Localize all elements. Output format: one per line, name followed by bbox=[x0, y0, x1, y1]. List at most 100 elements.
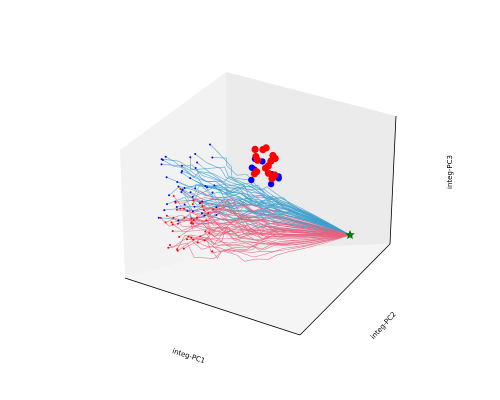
start-marker bbox=[345, 229, 355, 240]
trajectory-line bbox=[196, 217, 351, 238]
trajectory-line bbox=[193, 213, 351, 238]
pane-left bbox=[120, 72, 226, 278]
trajectory-endpoint bbox=[171, 223, 174, 226]
trajectory-endpoint bbox=[179, 188, 182, 190]
trajectory-endpoint bbox=[199, 235, 202, 238]
trajectory-line bbox=[162, 159, 351, 236]
trajectory-endpoint bbox=[201, 212, 203, 215]
trajectory-line bbox=[182, 189, 351, 236]
trajectory-endpoint bbox=[180, 191, 183, 193]
cluster-point-red bbox=[271, 154, 279, 163]
trajectory-line bbox=[193, 197, 351, 236]
trajectory-endpoint bbox=[183, 216, 186, 219]
trajectory-endpoint bbox=[212, 208, 215, 211]
trajectory-endpoint bbox=[194, 187, 197, 190]
trajectory-endpoint bbox=[181, 189, 184, 191]
trajectory-endpoint bbox=[172, 216, 175, 219]
trajectory-endpoint bbox=[192, 238, 195, 241]
trajectory-endpoint bbox=[192, 199, 195, 202]
trajectory-endpoint bbox=[165, 176, 168, 179]
trajectory-endpoint bbox=[189, 156, 192, 159]
trajectory-line bbox=[177, 213, 351, 236]
trajectory-endpoint bbox=[215, 206, 218, 209]
cluster-point-red bbox=[251, 145, 259, 153]
trajectory-endpoint bbox=[196, 161, 199, 164]
trajectory-endpoint bbox=[203, 214, 206, 217]
trajectory-endpoint bbox=[186, 209, 189, 212]
trajectory-endpoint bbox=[180, 164, 183, 167]
cluster-point-red bbox=[261, 164, 270, 172]
trajectory-endpoint bbox=[189, 177, 192, 180]
trajectory-endpoint bbox=[191, 195, 194, 198]
trajectory-endpoint bbox=[186, 238, 188, 241]
trajectory-endpoint bbox=[159, 216, 162, 219]
trajectory-endpoint bbox=[206, 186, 209, 189]
trajectory-endpoint bbox=[170, 221, 173, 224]
trajectory-endpoint bbox=[196, 241, 199, 244]
x-axis-label: integ-PC1 bbox=[171, 347, 206, 365]
trajectory-endpoint bbox=[190, 217, 193, 220]
trajectory-line bbox=[165, 156, 351, 236]
trajectory-endpoint bbox=[204, 185, 207, 187]
trajectory-line bbox=[197, 234, 351, 253]
trajectory-endpoint bbox=[213, 184, 216, 187]
start-marker-group bbox=[345, 229, 355, 240]
trajectory-endpoint bbox=[189, 191, 192, 194]
trajectory-line bbox=[205, 185, 351, 236]
trajectory-endpoint bbox=[174, 201, 177, 204]
trajectory-line bbox=[192, 196, 351, 236]
trajectory-endpoint bbox=[179, 207, 182, 210]
trajectory-endpoint bbox=[160, 163, 163, 166]
trajectory-endpoint bbox=[177, 219, 180, 222]
pane-floor bbox=[125, 244, 390, 335]
trajectory-endpoint bbox=[176, 208, 178, 211]
trajectory-endpoint bbox=[207, 212, 210, 214]
trajectory-line bbox=[169, 234, 351, 251]
z-axis-label: integ-PC3 bbox=[446, 155, 454, 189]
trajectory-line bbox=[195, 153, 351, 236]
trajectory-endpoint bbox=[183, 207, 185, 210]
trajectory-line bbox=[200, 198, 351, 236]
trajectory-line bbox=[161, 158, 351, 236]
trajectory-endpoint bbox=[183, 187, 186, 189]
trajectories bbox=[158, 144, 351, 262]
trajectory-endpoint bbox=[191, 210, 194, 213]
trajectory-endpoint bbox=[211, 191, 214, 194]
endpoints bbox=[157, 143, 218, 253]
trajectory-endpoint bbox=[180, 171, 183, 174]
trajectory-endpoint bbox=[208, 232, 211, 234]
cluster-point-red bbox=[254, 156, 262, 164]
trajectory-endpoint bbox=[215, 214, 218, 216]
y-axis-label: integ-PC2 bbox=[369, 310, 398, 341]
trajectory-endpoint bbox=[157, 216, 160, 219]
trajectory-endpoint bbox=[201, 200, 204, 203]
trajectory-endpoint bbox=[201, 205, 204, 208]
trajectory-endpoint bbox=[171, 230, 174, 233]
trajectory-endpoint bbox=[194, 167, 197, 169]
y-axis-line bbox=[299, 243, 391, 336]
trajectory-endpoint bbox=[177, 185, 180, 188]
trajectory-line bbox=[204, 234, 351, 251]
trajectory-endpoint bbox=[211, 156, 214, 159]
trajectory-endpoint bbox=[211, 250, 214, 253]
cluster-points bbox=[248, 144, 282, 188]
trajectory-endpoint bbox=[199, 201, 202, 204]
trajectory-line bbox=[212, 234, 351, 262]
trajectory-endpoint bbox=[176, 181, 179, 183]
cluster-point-blue bbox=[248, 176, 255, 184]
trajectory-endpoint bbox=[181, 170, 184, 172]
trajectory-endpoint bbox=[192, 219, 195, 221]
trajectory-endpoint bbox=[172, 195, 175, 197]
trajectory-line bbox=[205, 229, 351, 246]
trajectory-endpoint bbox=[168, 194, 170, 197]
trajectory-endpoint bbox=[202, 209, 205, 212]
trajectory-endpoint bbox=[191, 203, 194, 206]
trajectory-endpoint bbox=[176, 248, 179, 251]
trajectory-endpoint bbox=[176, 249, 179, 252]
trajectory-line bbox=[173, 214, 351, 236]
trajectory-endpoint bbox=[160, 158, 163, 161]
trajectory-endpoint bbox=[190, 236, 193, 239]
cluster-point-red bbox=[262, 144, 270, 152]
trajectory-endpoint bbox=[205, 219, 208, 222]
